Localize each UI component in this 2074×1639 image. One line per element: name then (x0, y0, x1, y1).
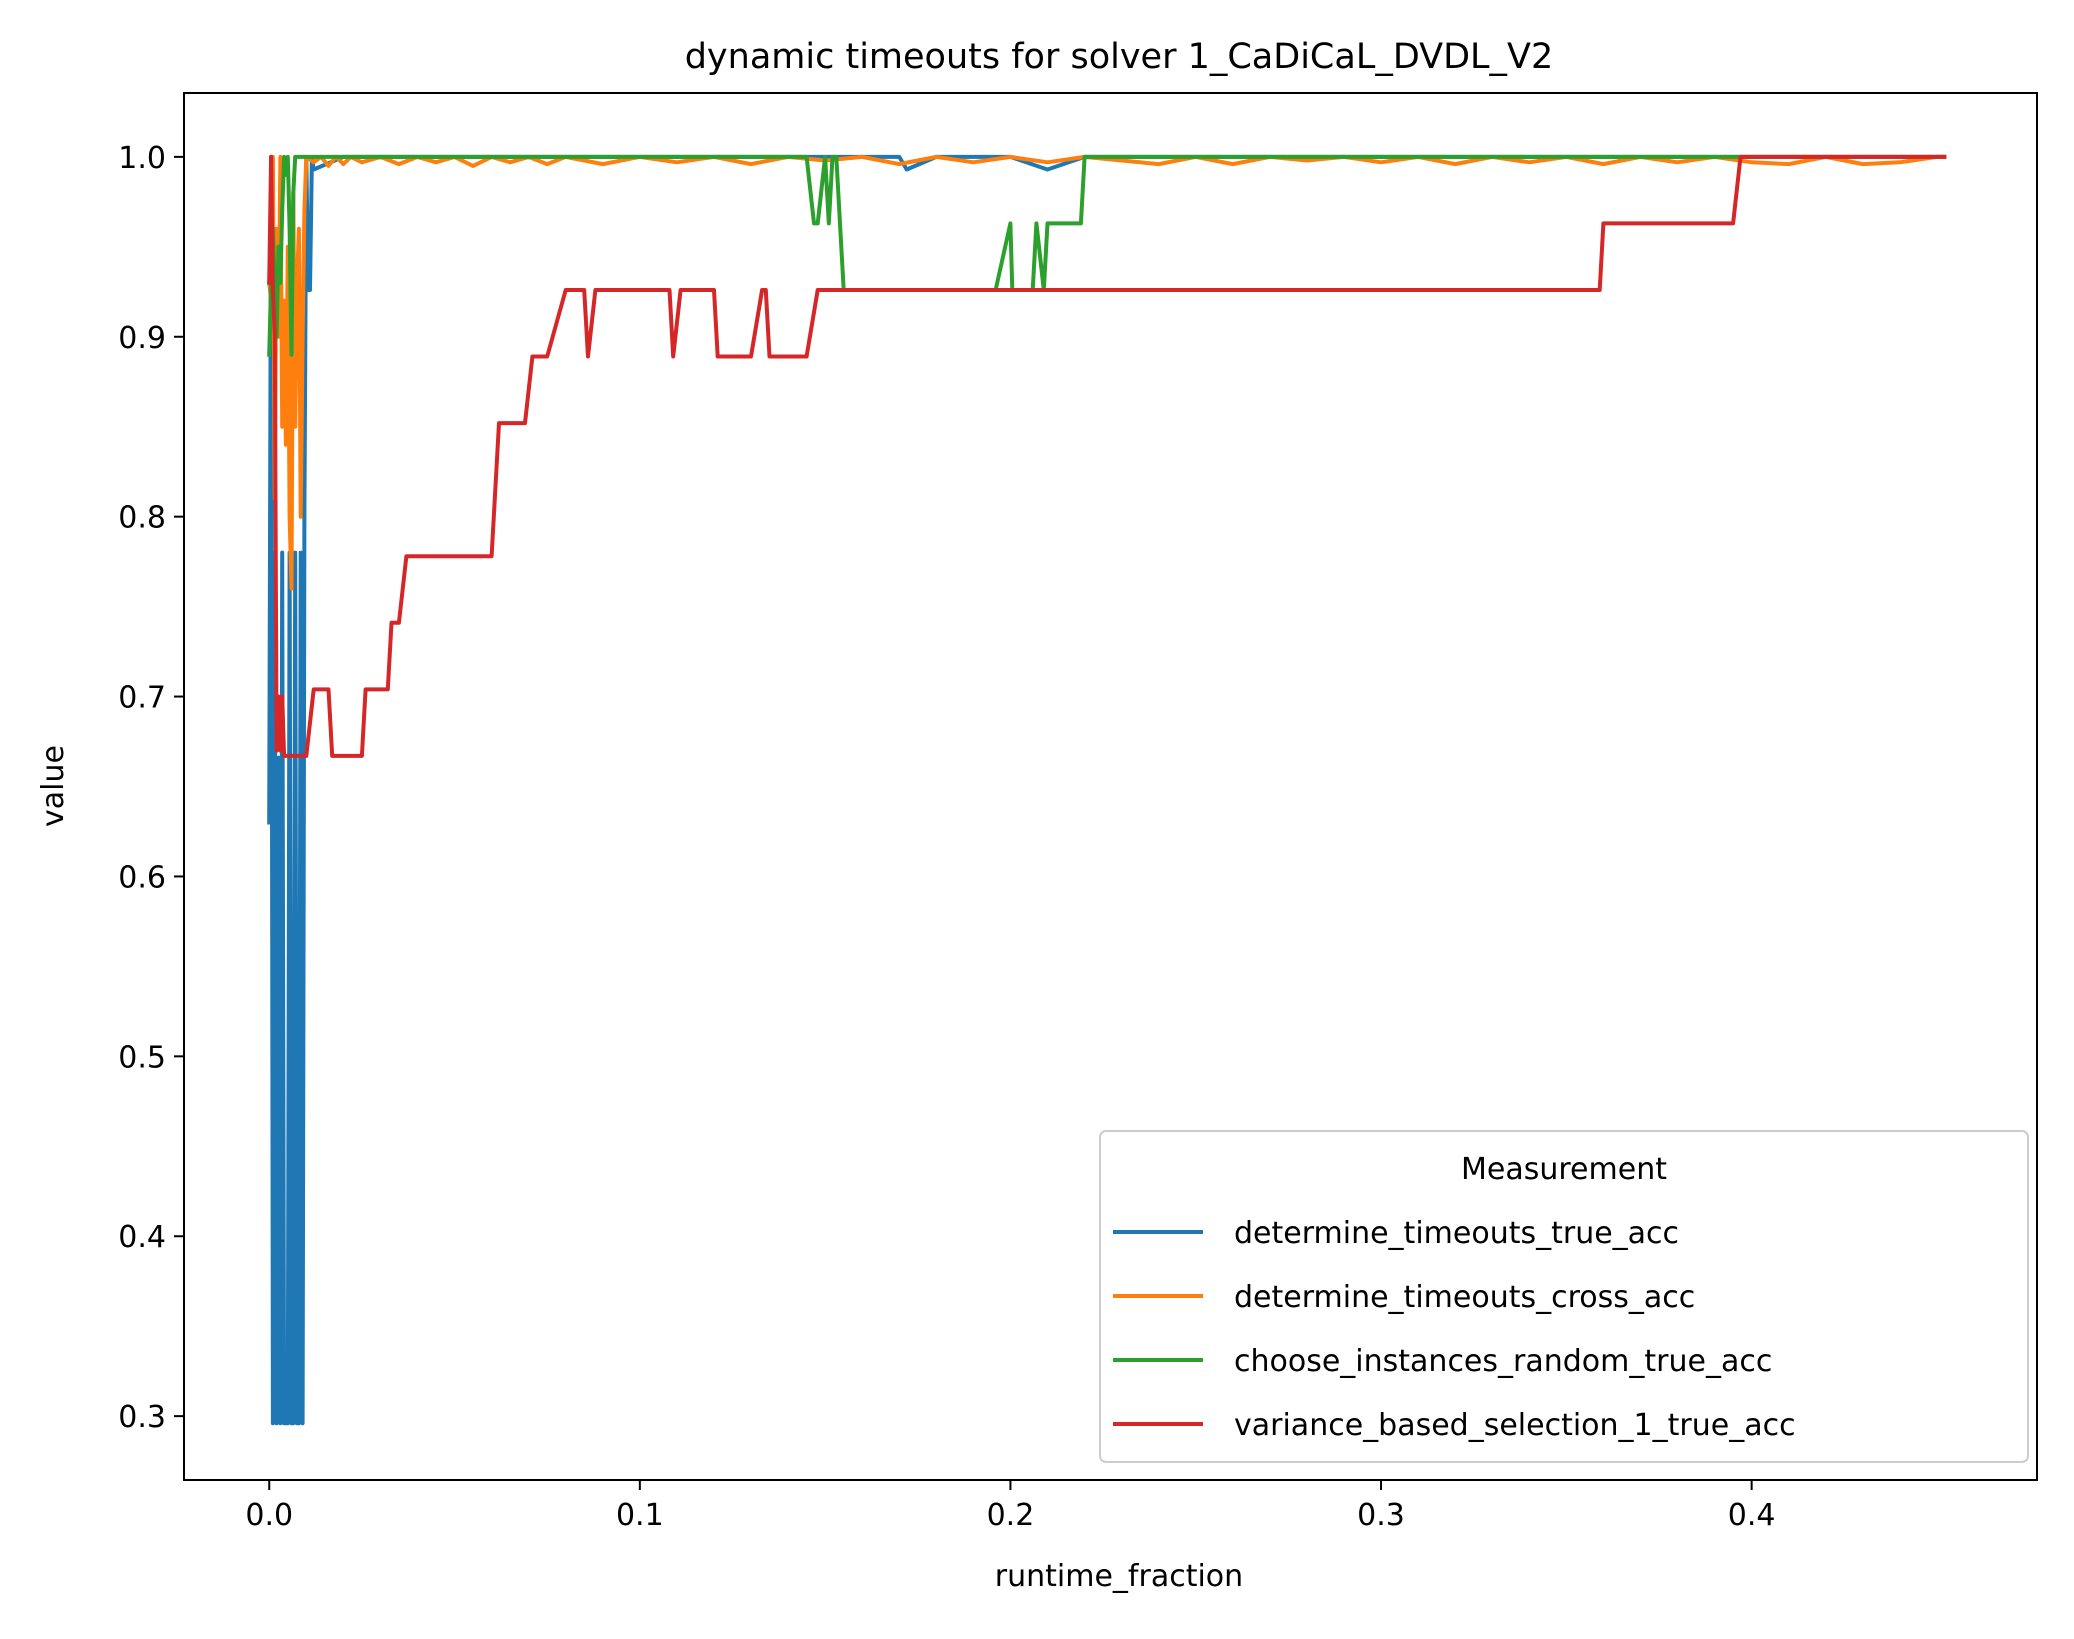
x-axis: 0.0 0.1 0.2 0.3 0.4 (245, 1480, 1775, 1533)
y-tick-label: 1.0 (118, 141, 166, 176)
y-tick-label: 0.8 (118, 501, 166, 536)
y-axis-label: value (36, 745, 71, 827)
series-line-choose-instances-random-true-acc (267, 154, 1947, 357)
y-tick-label: 0.7 (118, 681, 166, 716)
x-tick-label: 0.4 (1728, 1498, 1776, 1533)
y-tick-label: 0.6 (118, 860, 166, 895)
y-tick-label: 0.3 (118, 1400, 166, 1435)
x-tick-label: 0.1 (616, 1498, 664, 1533)
legend-title: Measurement (1461, 1152, 1667, 1187)
y-tick-label: 0.5 (118, 1040, 166, 1075)
series-lines (267, 154, 1947, 1426)
y-tick-label: 0.4 (118, 1220, 166, 1255)
legend-label: determine_timeouts_true_acc (1234, 1216, 1679, 1251)
legend-label: choose_instances_random_true_acc (1234, 1344, 1772, 1379)
legend-box (1099, 1130, 2029, 1463)
legend: Measurement determine_timeouts_true_accd… (1099, 1130, 2029, 1463)
series-line-variance-based-selection-1-true-acc (267, 154, 1947, 758)
x-tick-label: 0.0 (245, 1498, 293, 1533)
axes-frame (183, 92, 2038, 1481)
x-tick-label: 0.2 (987, 1498, 1035, 1533)
y-tick-label: 0.9 (118, 321, 166, 356)
legend-label: variance_based_selection_1_true_acc (1234, 1408, 1796, 1443)
x-tick-label: 0.3 (1357, 1498, 1405, 1533)
legend-label: determine_timeouts_cross_acc (1234, 1280, 1695, 1315)
plot-area (267, 154, 1947, 1426)
x-axis-label: runtime_fraction (995, 1559, 1243, 1594)
chart-title: dynamic timeouts for solver 1_CaDiCaL_DV… (685, 37, 1554, 77)
legend-entries: determine_timeouts_true_acc determine_tim… (1113, 1216, 1796, 1443)
y-axis: 0.3 0.4 0.5 0.6 0.7 0.8 0.9 1.0 (118, 141, 184, 1435)
